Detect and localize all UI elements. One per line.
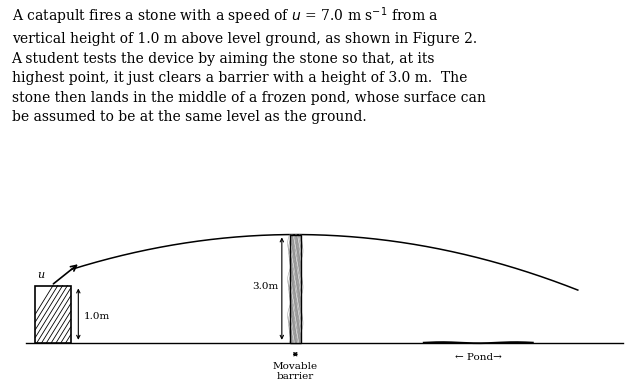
Text: A catapult fires a stone with a speed of $u$ = 7.0 m s$^{-1}$ from a
vertical he: A catapult fires a stone with a speed of… [12, 5, 485, 124]
Bar [35, 286, 71, 343]
Text: 3.0m: 3.0m [252, 282, 279, 291]
Text: 1.0m: 1.0m [83, 313, 110, 321]
Bar [290, 234, 301, 343]
Text: ← Pond→: ← Pond→ [455, 353, 502, 362]
Text: Movable
barrier: Movable barrier [273, 362, 318, 381]
Text: u: u [37, 270, 44, 280]
Bar [35, 286, 71, 343]
Bar [290, 234, 301, 343]
